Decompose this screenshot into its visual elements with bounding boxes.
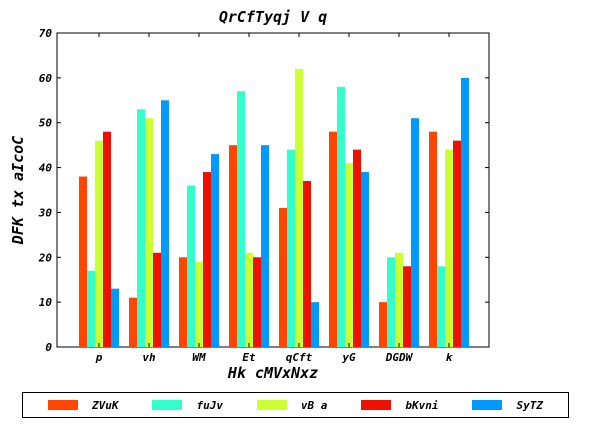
- bar-vB-a-Et: [245, 252, 253, 347]
- bar-vB-a-DGDW: [395, 252, 403, 347]
- legend-item: SyTZ: [472, 399, 543, 412]
- bar-ZVuK-vh: [129, 297, 137, 347]
- bar-bKvni-k: [453, 140, 461, 347]
- bar-ZVuK-Et: [229, 145, 237, 347]
- bar-vB-a-vh: [145, 118, 153, 347]
- bar-SyTZ-DGDW: [411, 118, 419, 347]
- bar-fuJv-p: [87, 270, 95, 347]
- legend-label: ZVuK: [91, 398, 119, 412]
- legend-swatch: [361, 400, 392, 410]
- legend-swatch: [47, 400, 78, 410]
- legend-label: SyTZ: [516, 398, 543, 412]
- bar-SyTZ-WM: [211, 154, 219, 347]
- bar-bKvni-p: [103, 131, 111, 347]
- y-tick-label: 30: [38, 206, 53, 219]
- plot-area: [56, 32, 490, 348]
- y-tick-label: 70: [39, 27, 53, 40]
- bar-SyTZ-p: [111, 288, 119, 347]
- bar-fuJv-DGDW: [387, 257, 395, 347]
- legend-label: vB a: [300, 398, 328, 412]
- bar-vB-a-qCft: [295, 68, 303, 347]
- x-tick-label: vh: [142, 351, 156, 364]
- bar-fuJv-vh: [137, 109, 145, 347]
- y-tick-label: 20: [38, 251, 53, 264]
- bar-bKvni-DGDW: [403, 266, 411, 347]
- bar-vB-a-yG: [345, 163, 353, 347]
- bar-vB-a-p: [95, 140, 103, 347]
- legend-label: bKvni: [405, 398, 439, 412]
- bar-fuJv-k: [437, 266, 445, 347]
- x-tick-label: Et: [242, 351, 256, 364]
- legend-item: bKvni: [361, 398, 439, 412]
- bar-SyTZ-qCft: [311, 302, 319, 347]
- bar-fuJv-qCft: [287, 149, 295, 347]
- bar-SyTZ-k: [461, 77, 469, 347]
- legend: ZVuK fuJv vB a bKvni SyTZ: [22, 392, 569, 418]
- legend-label: fuJv: [196, 398, 223, 412]
- bar-bKvni-vh: [153, 252, 161, 347]
- legend-item: vB a: [256, 398, 328, 412]
- bar-ZVuK-k: [429, 131, 437, 347]
- x-tick-label: qCft: [286, 351, 313, 364]
- legend-swatch: [472, 400, 503, 410]
- bar-bKvni-qCft: [303, 181, 311, 347]
- legend-swatch: [152, 400, 183, 410]
- x-tick-label: k: [446, 351, 453, 364]
- bar-fuJv-WM: [187, 185, 195, 347]
- y-tick-label: 10: [39, 296, 53, 309]
- y-tick-label: 40: [39, 162, 53, 175]
- legend-swatch: [256, 400, 287, 410]
- bar-bKvni-Et: [253, 257, 261, 347]
- x-tick-label: p: [95, 351, 103, 364]
- bar-SyTZ-vh: [161, 100, 169, 348]
- bar-ZVuK-p: [79, 176, 87, 347]
- legend-item: ZVuK: [47, 398, 119, 412]
- y-axis-label: DFK tx aIcoC: [9, 135, 27, 245]
- bar-ZVuK-DGDW: [379, 302, 387, 347]
- bar-bKvni-yG: [353, 149, 361, 347]
- legend-item: fuJv: [152, 399, 223, 412]
- bar-ZVuK-yG: [329, 131, 337, 347]
- y-tick-label: 50: [39, 117, 53, 130]
- x-axis-label: Hk cMVxNxz: [227, 364, 319, 382]
- x-tick-label: WM: [192, 351, 206, 364]
- bar-vB-a-k: [445, 149, 453, 347]
- bar-fuJv-Et: [237, 91, 245, 347]
- y-tick-label: 60: [39, 72, 53, 85]
- x-tick-label: DGDW: [385, 351, 414, 364]
- bar-ZVuK-WM: [179, 257, 187, 347]
- bar-fuJv-yG: [337, 86, 345, 347]
- chart-title: QrCfTyqj V q: [218, 8, 328, 26]
- y-tick-label: 0: [45, 341, 52, 354]
- bar-SyTZ-yG: [361, 172, 369, 347]
- x-tick-label: yG: [341, 351, 356, 364]
- bar-ZVuK-qCft: [279, 207, 287, 347]
- bar-SyTZ-Et: [261, 145, 269, 347]
- bar-vB-a-WM: [195, 261, 203, 347]
- bar-bKvni-WM: [203, 172, 211, 347]
